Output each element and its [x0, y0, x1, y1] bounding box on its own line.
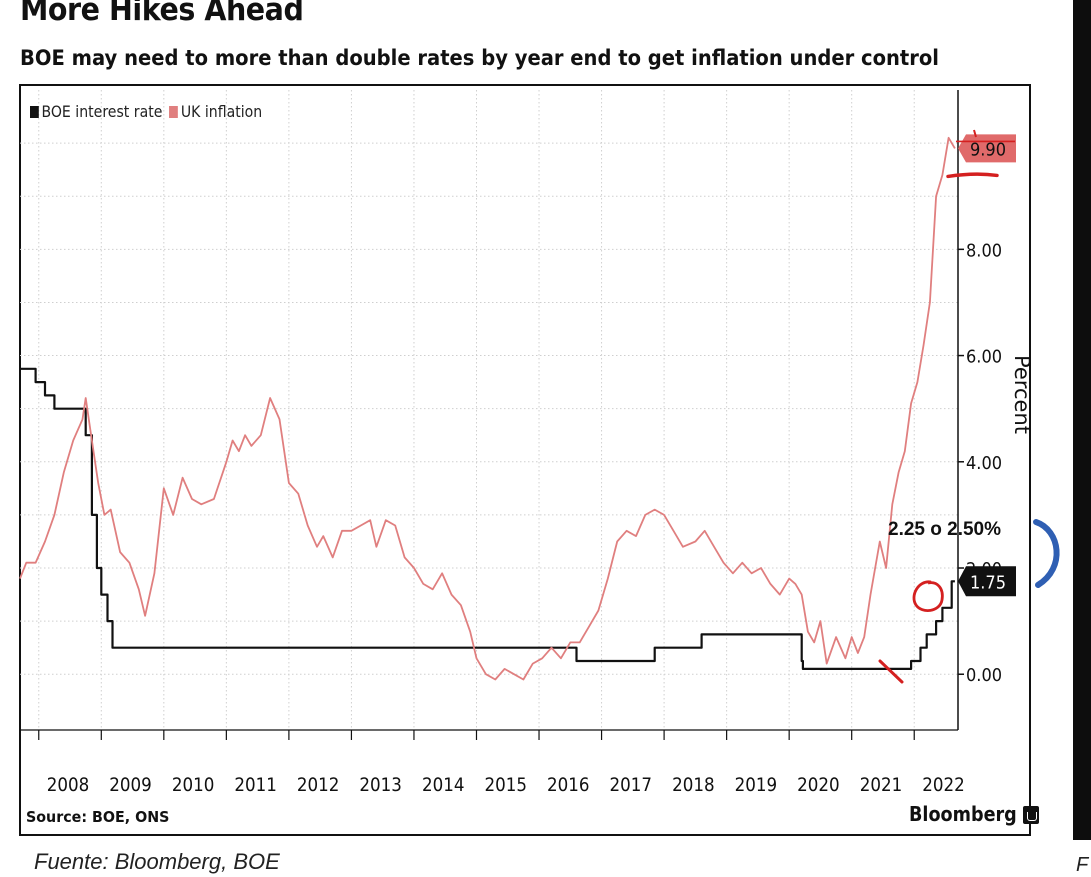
legend-label-rate: BOE interest rate — [41, 102, 163, 121]
y-tick-label: 6.00 — [966, 347, 1002, 368]
x-tick-label: 2009 — [109, 774, 152, 796]
pen-tick-mark — [973, 129, 977, 138]
x-tick-label: 2017 — [610, 774, 653, 796]
x-tick-label: 2016 — [547, 774, 590, 796]
series-line-boe-rate — [20, 367, 955, 670]
handwritten-annotation: 2.25 o 2.50% — [888, 519, 1002, 540]
neighbor-panel-strip — [1073, 0, 1091, 840]
y-axis-title: Percent — [1010, 355, 1034, 434]
bloomberg-logo: Bloomberg — [909, 802, 1017, 826]
x-tick-label: 2019 — [735, 774, 778, 796]
y-tick-label: 0.00 — [966, 665, 1002, 686]
legend-swatch-inflation — [169, 105, 179, 118]
x-tick-label: 2013 — [359, 774, 402, 796]
figure-caption: Fuente: Bloomberg, BOE — [34, 849, 280, 874]
x-tick-label: 2020 — [797, 774, 840, 796]
x-tick-label: 2015 — [485, 774, 528, 796]
legend-label-inflation: UK inflation — [180, 102, 263, 121]
x-tick-label: 2011 — [234, 774, 277, 796]
chart-subtitle: BOE may need to more than double rates b… — [20, 46, 939, 70]
legend-item-inflation: UK inflation — [169, 102, 262, 121]
x-tick-label: 2010 — [172, 774, 215, 796]
chart-title: More Hikes Ahead — [20, 0, 304, 28]
source-note: Source: BOE, ONS — [26, 808, 170, 826]
pen-underline-9-90 — [946, 172, 999, 179]
pen-slash-mark — [878, 659, 904, 684]
end-label-rate: 1.75 — [970, 573, 1006, 594]
series-line-uk-inflation — [19, 136, 956, 681]
y-tick-label: 4.00 — [966, 453, 1002, 474]
legend-swatch-rate — [30, 105, 39, 118]
end-label-inflation: 9.90 — [970, 140, 1006, 161]
chart-legend: BOE interest rate UK inflation — [30, 102, 262, 121]
pen-circle-mark — [912, 580, 944, 612]
legend-item-rate: BOE interest rate — [30, 102, 162, 121]
x-tick-label: 2018 — [672, 774, 715, 796]
pen-bracket-mark — [1033, 519, 1060, 588]
x-tick-label: 2014 — [422, 774, 465, 796]
neighbor-caption-fragment: F — [1076, 854, 1089, 876]
chart-frame — [19, 84, 1031, 836]
end-tag-rate — [958, 566, 1016, 597]
x-tick-label: 2012 — [297, 774, 340, 796]
x-tick-label: 2021 — [860, 774, 903, 796]
bloomberg-icon — [1023, 806, 1039, 824]
x-tick-label: 2008 — [47, 774, 90, 796]
x-tick-label: 2022 — [922, 774, 965, 796]
y-tick-label: 8.00 — [966, 241, 1002, 262]
